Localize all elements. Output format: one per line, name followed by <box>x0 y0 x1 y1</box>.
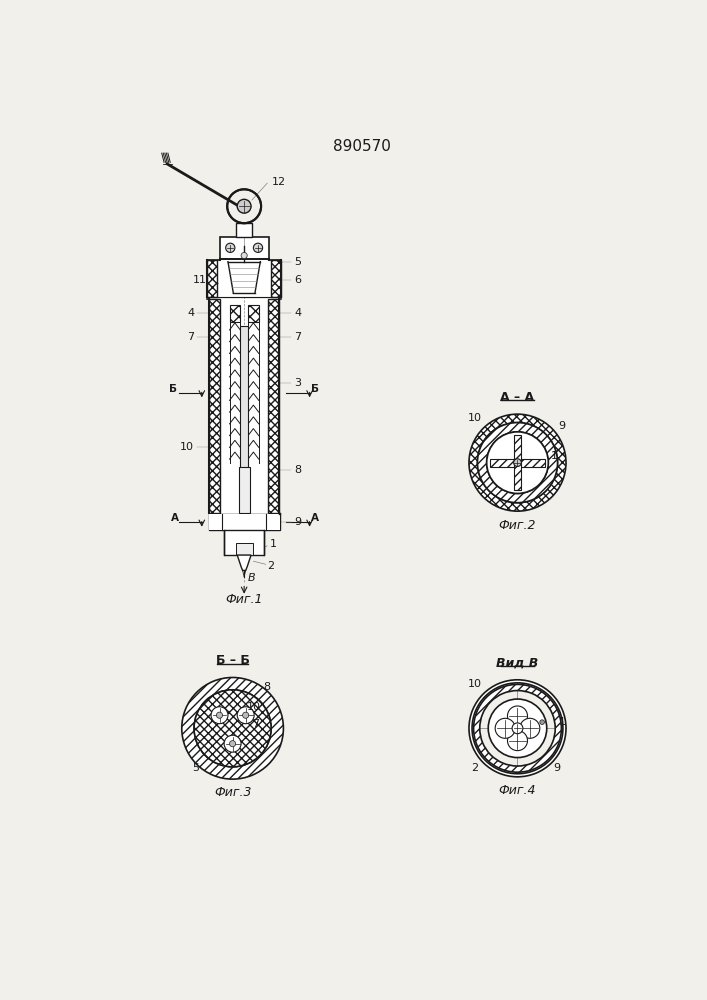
Text: 7: 7 <box>187 332 194 342</box>
Bar <box>209 299 221 513</box>
Circle shape <box>243 712 249 718</box>
Bar <box>239 466 250 513</box>
Text: 10: 10 <box>180 442 194 452</box>
Text: 9: 9 <box>553 763 561 773</box>
Text: Фиг.4: Фиг.4 <box>498 784 536 797</box>
Circle shape <box>230 741 235 747</box>
Text: 1: 1 <box>270 539 277 549</box>
Wedge shape <box>469 414 566 511</box>
Text: 1: 1 <box>559 717 566 727</box>
Text: 7: 7 <box>252 719 259 729</box>
Text: 10: 10 <box>468 679 482 689</box>
Text: 8: 8 <box>294 465 301 475</box>
Bar <box>268 299 279 513</box>
Wedge shape <box>477 423 558 503</box>
Circle shape <box>253 243 262 252</box>
Text: Вид В: Вид В <box>496 656 539 669</box>
Text: А – А: А – А <box>501 391 534 404</box>
Circle shape <box>495 718 515 738</box>
Circle shape <box>514 459 521 466</box>
Text: 3: 3 <box>294 378 301 388</box>
Text: 10: 10 <box>247 702 261 712</box>
Bar <box>271 260 281 297</box>
Circle shape <box>224 735 241 752</box>
Circle shape <box>216 712 223 718</box>
Bar <box>209 514 279 530</box>
Text: 4: 4 <box>294 308 301 318</box>
Bar <box>514 435 521 490</box>
Bar <box>207 260 217 297</box>
Bar <box>217 260 271 297</box>
Bar <box>222 514 267 530</box>
Bar <box>221 299 268 513</box>
Text: 890570: 890570 <box>333 139 391 154</box>
Wedge shape <box>474 684 561 772</box>
Circle shape <box>194 690 271 767</box>
Circle shape <box>486 432 549 493</box>
Circle shape <box>211 707 228 724</box>
Bar <box>248 305 259 322</box>
Bar <box>490 459 545 466</box>
Text: 11: 11 <box>192 275 206 285</box>
Bar <box>235 543 252 555</box>
Circle shape <box>238 199 251 213</box>
Text: 7: 7 <box>294 332 301 342</box>
Text: В: В <box>248 573 256 583</box>
Text: 10: 10 <box>468 413 482 423</box>
Text: Б: Б <box>311 384 319 394</box>
Text: 5: 5 <box>192 763 199 773</box>
Bar <box>224 530 264 555</box>
Text: 9: 9 <box>294 517 301 527</box>
Bar <box>209 514 222 530</box>
Text: 4: 4 <box>187 308 194 318</box>
Bar <box>230 305 240 322</box>
Text: 2: 2 <box>267 561 274 571</box>
Text: 1: 1 <box>551 451 558 461</box>
Text: Фиг.2: Фиг.2 <box>498 519 536 532</box>
Polygon shape <box>238 555 251 570</box>
Text: 2: 2 <box>472 763 479 773</box>
Circle shape <box>238 707 254 724</box>
Circle shape <box>520 718 540 738</box>
Circle shape <box>508 706 527 726</box>
Circle shape <box>508 731 527 751</box>
Circle shape <box>512 723 523 734</box>
Text: Фиг.3: Фиг.3 <box>214 786 252 799</box>
Bar <box>236 223 252 237</box>
Wedge shape <box>182 677 284 779</box>
Bar <box>221 299 268 513</box>
Circle shape <box>241 252 247 259</box>
Bar <box>240 326 248 501</box>
Text: 6: 6 <box>294 275 301 285</box>
Circle shape <box>226 243 235 252</box>
Text: Б: Б <box>168 384 177 394</box>
Text: 5: 5 <box>294 257 301 267</box>
Text: 8: 8 <box>264 682 271 692</box>
Text: 12: 12 <box>271 177 286 187</box>
Circle shape <box>489 699 547 758</box>
Text: А: А <box>171 513 179 523</box>
Bar <box>267 514 279 530</box>
Text: Б – Б: Б – Б <box>216 654 250 667</box>
Circle shape <box>540 720 544 724</box>
Text: А: А <box>311 513 319 523</box>
Text: Фиг.1: Фиг.1 <box>226 593 263 606</box>
Wedge shape <box>469 680 566 777</box>
Text: 9: 9 <box>558 421 565 431</box>
Bar <box>219 237 269 259</box>
